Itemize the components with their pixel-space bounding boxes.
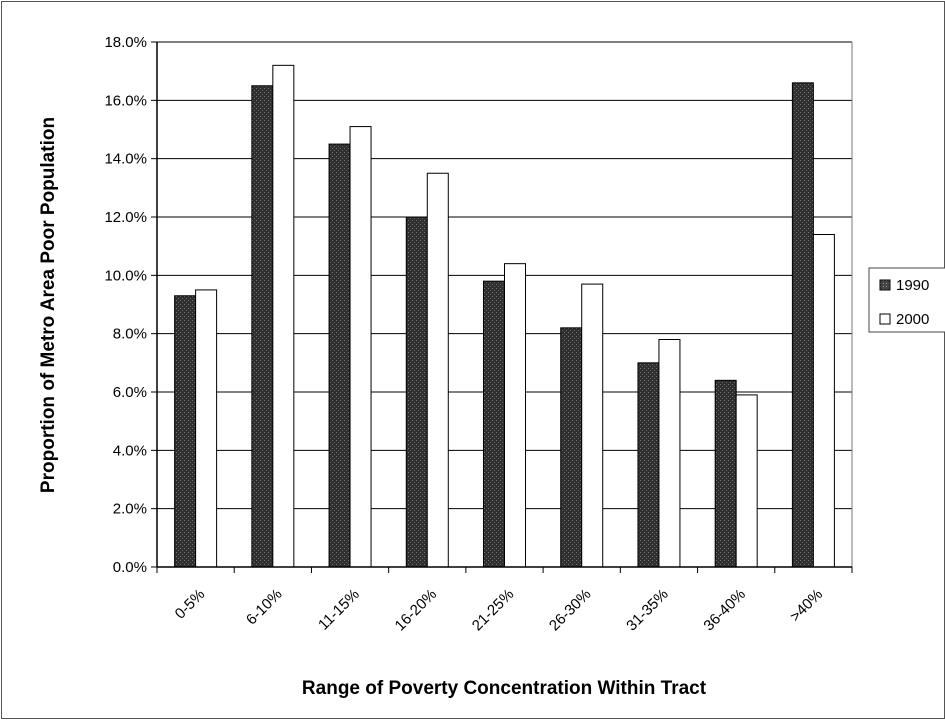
y-tick-label: 4.0%	[113, 442, 147, 459]
x-tick-label: 0-5%	[172, 586, 209, 623]
y-tick-label: 8.0%	[113, 326, 147, 343]
x-tick-label: 26-30%	[546, 586, 595, 635]
y-tick-label: 14.0%	[104, 151, 147, 168]
bar-2000-31-35%	[658, 339, 681, 568]
bar-1990-16-20%	[405, 216, 428, 568]
bar-2000-21-25%	[504, 263, 526, 568]
y-tick-label: 16.0%	[104, 92, 147, 109]
bar-1990-21-25%	[483, 280, 505, 568]
x-tick-label: 16-20%	[392, 586, 441, 635]
bar-1990-31-35%	[637, 362, 660, 568]
bar-2000-11-15%	[349, 126, 372, 568]
axes	[151, 41, 853, 573]
bar-2000-0-5%	[195, 289, 218, 568]
legend-swatch-2000	[879, 313, 891, 325]
bar-1990-0-5%	[174, 295, 197, 568]
bars	[174, 64, 835, 568]
x-tick-label: 11-15%	[315, 586, 363, 634]
x-tick-label: 31-35%	[623, 586, 672, 635]
legend-label-2000: 2000	[896, 311, 929, 328]
bar-2000-16-20%	[426, 172, 449, 568]
y-tick-label: 18.0%	[104, 34, 147, 51]
x-tick-label: >40%	[787, 586, 826, 625]
bar-2000-6-10%	[272, 64, 295, 568]
bar-1990-11-15%	[328, 143, 351, 568]
bar-2000->40%	[812, 234, 835, 568]
x-tick-label: 6-10%	[243, 586, 286, 629]
x-tick-label: 36-40%	[700, 586, 749, 635]
bar-2000-36-40%	[735, 394, 758, 568]
y-tick-label: 12.0%	[104, 209, 147, 226]
y-tick-label: 10.0%	[104, 267, 147, 284]
bar-1990-6-10%	[251, 85, 274, 568]
x-tick-label: 21-25%	[469, 586, 518, 635]
y-axis-title: Proportion of Metro Area Poor Population	[38, 117, 59, 493]
bar-1990-26-30%	[560, 327, 583, 568]
bar-2000-26-30%	[581, 283, 604, 568]
y-tick-label: 0.0%	[113, 559, 147, 576]
legend-label-1990: 1990	[896, 277, 929, 294]
legend: 1990 2000	[868, 267, 945, 333]
bar-1990-36-40%	[714, 379, 737, 568]
legend-swatch-1990	[879, 279, 891, 291]
y-tick-label: 2.0%	[113, 501, 147, 518]
y-tick-label: 6.0%	[113, 384, 147, 401]
bar-1990->40%	[791, 82, 814, 568]
x-axis-title: Range of Poverty Concentration Within Tr…	[302, 678, 707, 699]
